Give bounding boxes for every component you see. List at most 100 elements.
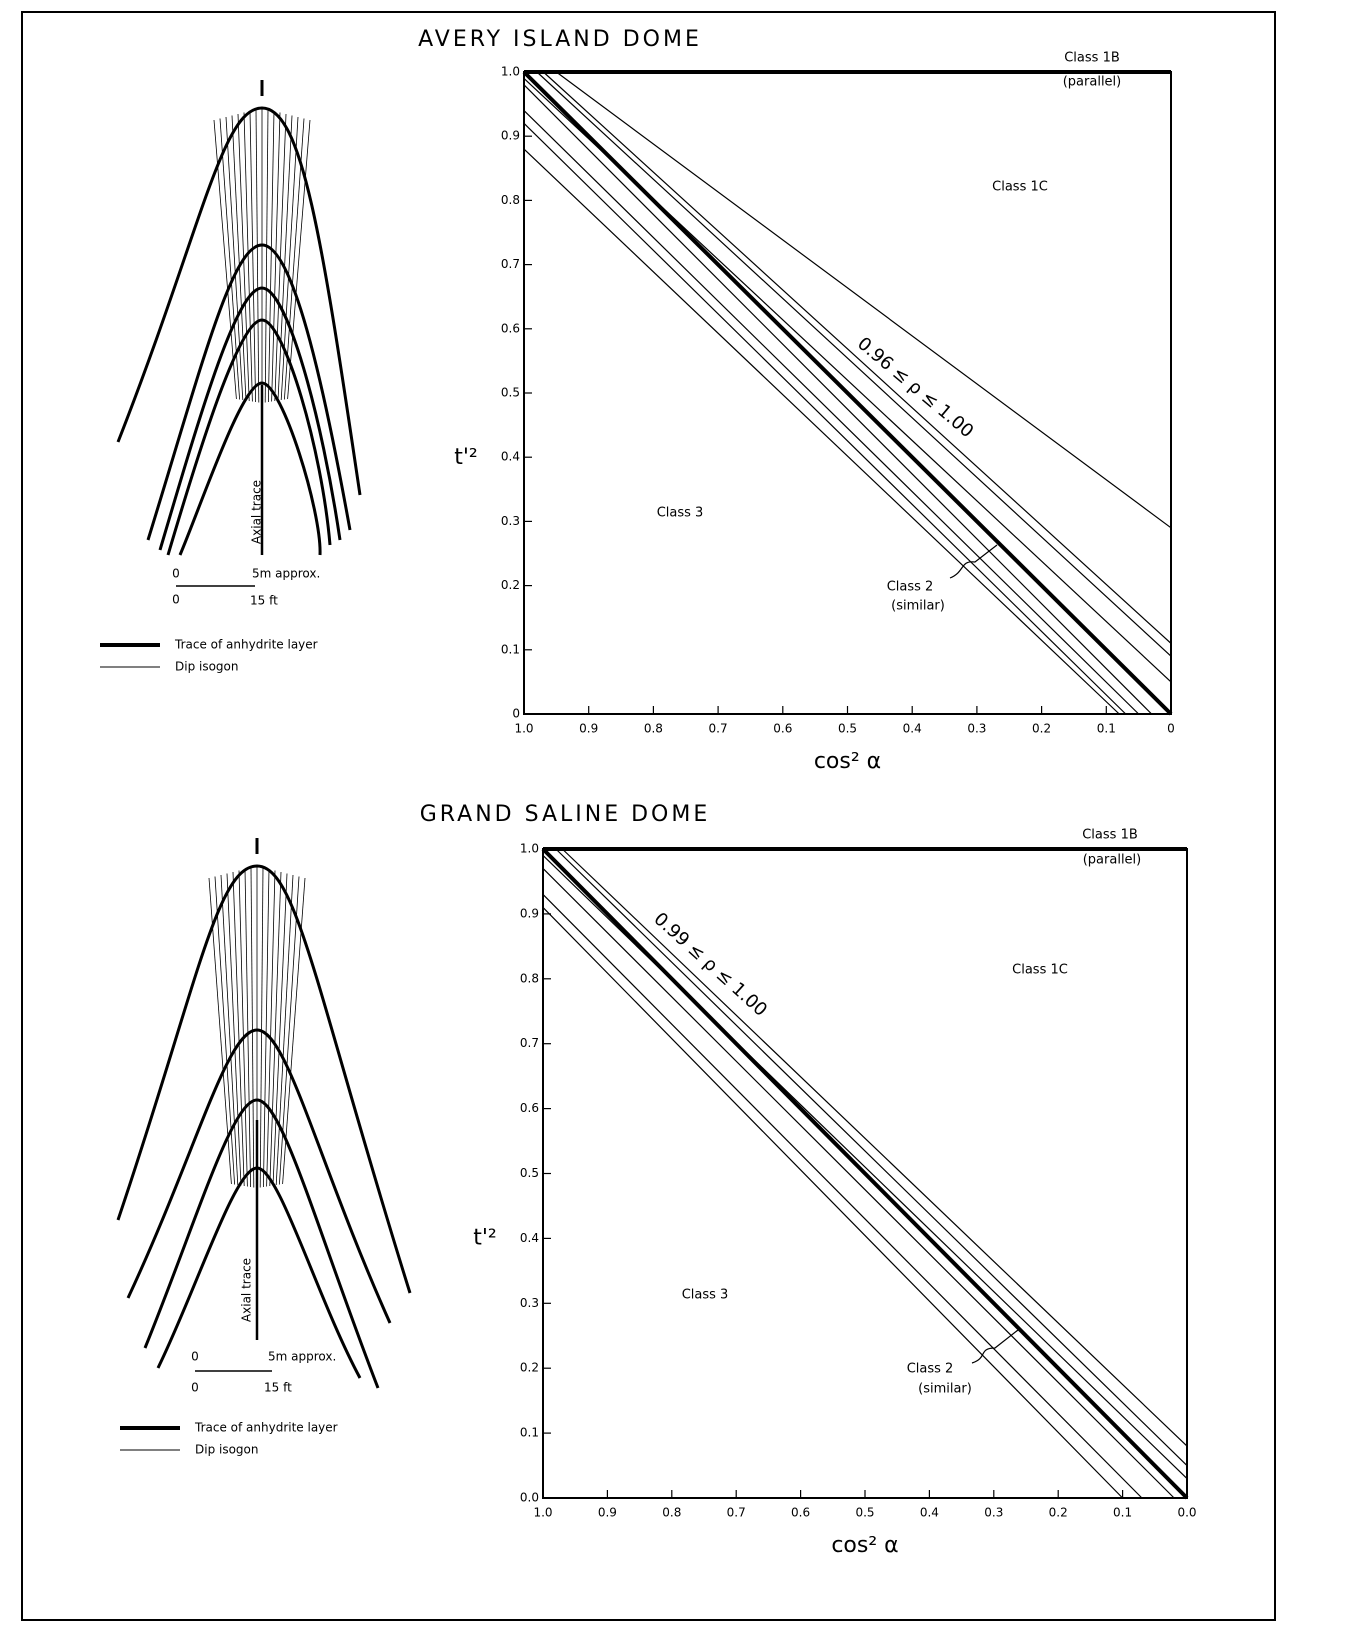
- annotation: Class 3: [657, 506, 704, 521]
- y-tick-label: 0.8: [520, 971, 539, 985]
- series-line: [542, 855, 1188, 1479]
- series-line: [542, 868, 1175, 1499]
- y-tick-label: 0.2: [501, 578, 520, 592]
- dip-isogon: [269, 871, 282, 1187]
- dip-isogon: [226, 873, 242, 1186]
- x-tick-label: 0.1: [1113, 1506, 1132, 1520]
- dip-isogon: [220, 874, 239, 1186]
- y-tick-label: 0.3: [520, 1296, 539, 1310]
- anhydrite-trace: [156, 1166, 362, 1379]
- x-tick-label: 0.0: [1177, 1506, 1196, 1520]
- annotation: Class 2: [907, 1362, 954, 1377]
- annotation: Class 1B: [1064, 51, 1120, 66]
- dip-isogon: [284, 118, 305, 400]
- series-line: [555, 71, 1172, 529]
- annotation: Class 1B: [1082, 828, 1138, 843]
- dip-isogon: [231, 115, 247, 401]
- x-tick-label: 0.4: [920, 1506, 939, 1520]
- x-tick-label: 1.0: [514, 722, 533, 736]
- series-line: [555, 848, 1188, 1466]
- anhydrite-trace: [116, 864, 412, 1294]
- annotation: Class 2: [887, 580, 934, 595]
- y-tick-label: 0.8: [501, 193, 520, 207]
- y-axis-label: t'²: [454, 445, 478, 470]
- dip-isogon: [266, 870, 276, 1187]
- x-tick-label: 0.4: [903, 722, 922, 736]
- axial-trace-label: Axial trace: [250, 480, 264, 544]
- dip-isogon: [213, 119, 237, 400]
- chart-title: AVERY ISLAND DOME: [418, 27, 702, 52]
- anhydrite-trace: [126, 1028, 392, 1324]
- dip-isogon: [255, 109, 260, 403]
- y-tick-label: 0: [512, 707, 520, 721]
- x-tick-label: 0.3: [967, 722, 986, 736]
- dip-isogon: [208, 877, 232, 1185]
- dip-isogon: [238, 870, 248, 1187]
- anhydrite-trace: [116, 106, 362, 496]
- x-tick-label: 0.2: [1032, 722, 1051, 736]
- dip-isogon: [268, 110, 275, 403]
- y-tick-label: 0.9: [520, 906, 539, 920]
- x-tick-label: 0.2: [1049, 1506, 1068, 1520]
- annotation: 0.99 ≤ ρ ≤ 1.00: [650, 908, 772, 1020]
- y-tick-label: 0.0: [520, 1491, 539, 1505]
- dip-isogon: [280, 116, 299, 401]
- y-tick-label: 0.4: [520, 1231, 539, 1245]
- chart-title: GRAND SALINE DOME: [420, 802, 711, 827]
- dip-isogon: [282, 877, 306, 1185]
- dip-isogon: [219, 118, 240, 400]
- dip-isogon: [243, 112, 253, 402]
- scale-label: 0: [172, 567, 180, 581]
- y-tick-label: 0.7: [501, 257, 520, 271]
- series-line: [542, 894, 1143, 1499]
- series-line: [523, 122, 1127, 715]
- annotation: Class 1C: [992, 180, 1048, 195]
- series-line: [543, 71, 1172, 644]
- y-tick-label: 0.4: [501, 450, 520, 464]
- x-axis-label: cos² α: [831, 1533, 898, 1558]
- legend-label: Trace of anhydrite layer: [174, 638, 318, 652]
- annotation-arrow: [971, 1329, 1019, 1364]
- scale-label: 5m approx.: [252, 567, 320, 581]
- dip-isogon: [274, 113, 287, 402]
- dip-isogon: [279, 876, 300, 1185]
- x-tick-label: 0.8: [644, 722, 663, 736]
- dip-isogon: [214, 876, 235, 1185]
- fold-diagram: Axial trace 0 5m approx. 0 15 ft Trace o…: [100, 80, 362, 674]
- y-tick-label: 0.1: [501, 642, 520, 656]
- dip-isogon: [249, 110, 256, 403]
- x-tick-label: 0.5: [838, 722, 857, 736]
- dip-isogon: [264, 109, 269, 403]
- series-line: [561, 848, 1188, 1447]
- y-tick-label: 0.5: [501, 386, 520, 400]
- dip-isogon: [250, 867, 255, 1188]
- dip-isogon: [259, 867, 264, 1188]
- fold-diagram: Axial trace 0 5m approx. 0 15 ft Trace o…: [116, 838, 412, 1457]
- annotation: (parallel): [1083, 853, 1142, 868]
- series-line: [523, 148, 1120, 715]
- x-tick-label: 1.0: [533, 1506, 552, 1520]
- x-tick-label: 0.7: [727, 1506, 746, 1520]
- scale-label: 5m approx.: [268, 1350, 336, 1364]
- y-tick-label: 1.0: [520, 842, 539, 856]
- annotation: (similar): [918, 1382, 972, 1397]
- annotation: (parallel): [1063, 75, 1122, 90]
- series-line: [536, 71, 1172, 657]
- dip-isogon: [244, 868, 251, 1188]
- annotation-arrow: [949, 544, 998, 579]
- dip-isogon: [272, 873, 288, 1186]
- y-tick-label: 0.7: [520, 1036, 539, 1050]
- x-tick-label: 0: [1167, 722, 1175, 736]
- annotation: Class 1C: [1012, 963, 1068, 978]
- legend-label: Trace of anhydrite layer: [194, 1421, 338, 1435]
- scale-label: 15 ft: [264, 1381, 292, 1395]
- legend-label: Dip isogon: [175, 660, 239, 674]
- y-tick-label: 0.1: [520, 1426, 539, 1440]
- axial-trace-label: Axial trace: [240, 1258, 254, 1322]
- x-tick-label: 0.1: [1097, 722, 1116, 736]
- y-tick-label: 1.0: [501, 65, 520, 79]
- dip-isogon: [271, 112, 281, 402]
- dip-isogon: [287, 119, 311, 400]
- y-tick-label: 0.3: [501, 514, 520, 528]
